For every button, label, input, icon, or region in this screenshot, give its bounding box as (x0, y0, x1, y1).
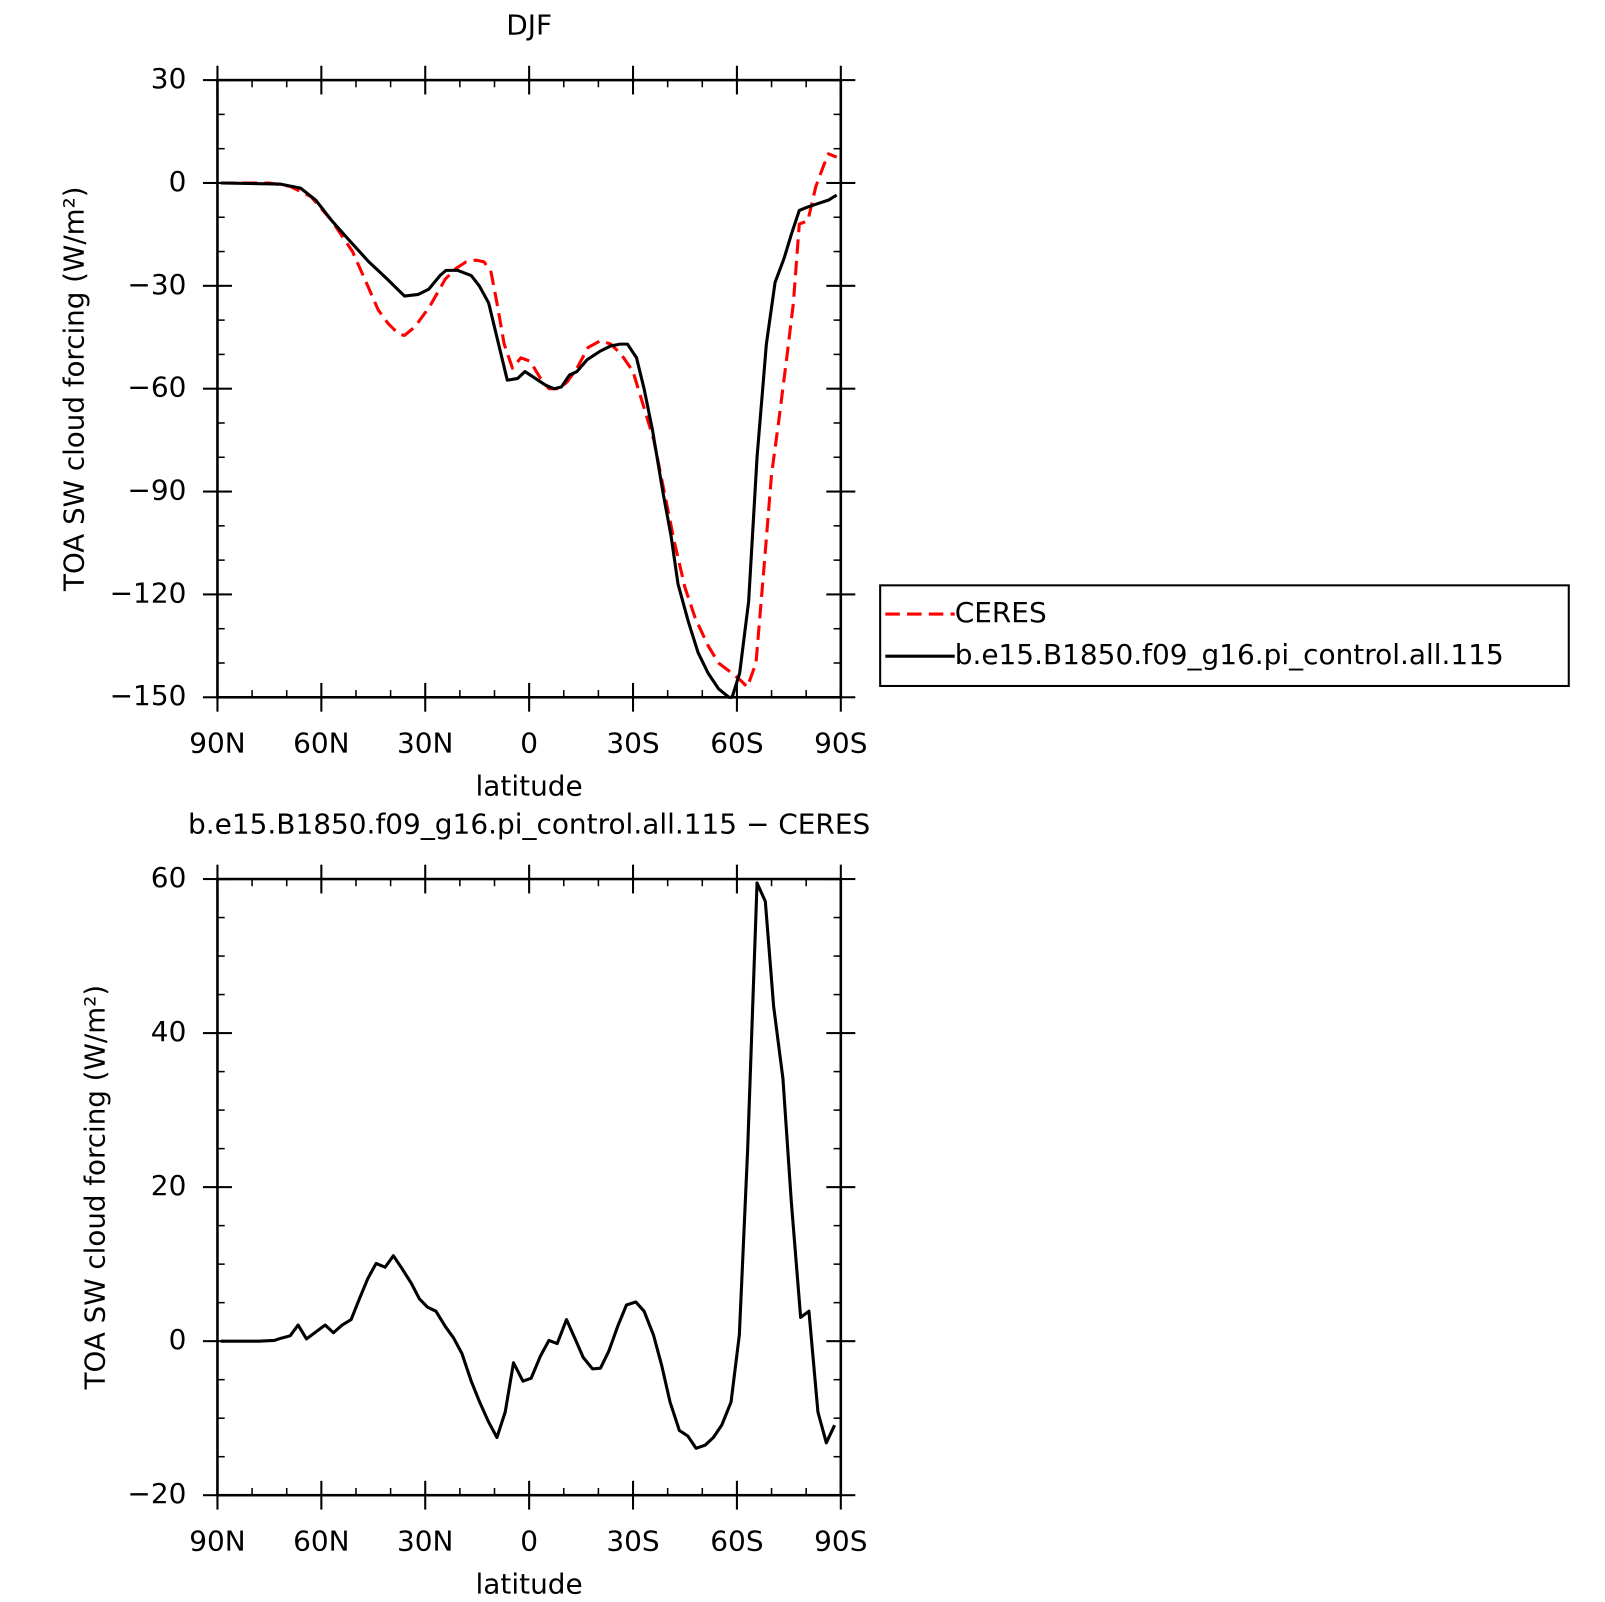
y-axis-label: TOA SW cloud forcing (W/m²) (78, 985, 111, 1391)
x-tick-label: 30N (397, 1525, 453, 1558)
series-line (220, 881, 837, 1450)
x-tick-label: 90N (189, 727, 245, 760)
y-tick-label: 60 (151, 861, 187, 894)
x-tick-label: 60N (293, 1525, 349, 1558)
legend-box (879, 584, 1570, 688)
chart-title: DJF (506, 9, 552, 42)
y-tick-label: 20 (151, 1169, 187, 1202)
y-axis-label: TOA SW cloud forcing (W/m²) (58, 186, 91, 592)
x-tick-label: 90N (189, 1525, 245, 1558)
y-tick-label: −150 (110, 679, 187, 712)
plot-frame (216, 877, 843, 1497)
y-tick-label: 40 (151, 1015, 187, 1048)
legend-label: CERES (955, 596, 1047, 629)
y-tick-label: −90 (127, 474, 186, 507)
y-tick-label: 0 (169, 165, 187, 198)
x-axis-label: latitude (476, 770, 583, 803)
x-tick-label: 0 (520, 727, 538, 760)
x-tick-label: 30S (606, 727, 659, 760)
y-tick-label: −30 (127, 268, 186, 301)
chart-title: b.e15.B1850.f09_g16.pi_control.all.115 −… (188, 808, 870, 841)
y-tick-label: −20 (127, 1477, 186, 1510)
x-tick-label: 0 (520, 1525, 538, 1558)
x-tick-label: 60S (710, 727, 763, 760)
x-tick-label: 90S (814, 1525, 867, 1558)
x-tick-label: 90S (814, 727, 867, 760)
x-tick-label: 60S (710, 1525, 763, 1558)
series-line (220, 152, 838, 689)
series-line (220, 181, 838, 699)
y-tick-label: −60 (127, 371, 186, 404)
x-tick-label: 30N (397, 727, 453, 760)
x-tick-label: 30S (606, 1525, 659, 1558)
x-axis-label: latitude (476, 1568, 583, 1601)
y-tick-label: −120 (110, 576, 187, 609)
y-tick-label: 30 (151, 62, 187, 95)
y-tick-label: 0 (169, 1323, 187, 1356)
x-tick-label: 60N (293, 727, 349, 760)
legend-label: b.e15.B1850.f09_g16.pi_control.all.115 (955, 638, 1504, 671)
plot-frame (216, 78, 843, 699)
